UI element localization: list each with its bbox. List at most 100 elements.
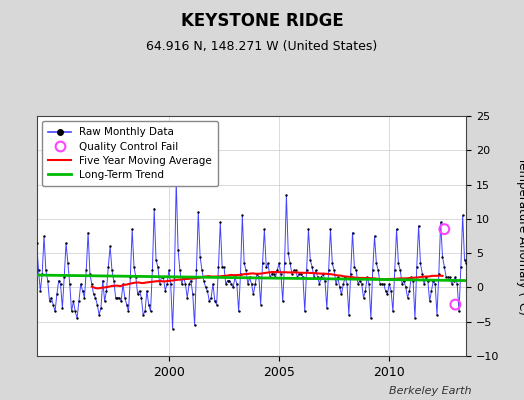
Point bbox=[49, 301, 58, 308]
Point bbox=[73, 315, 81, 322]
Point bbox=[383, 291, 391, 298]
Point bbox=[433, 312, 441, 318]
Point bbox=[456, 264, 465, 270]
Point bbox=[323, 305, 331, 311]
Point bbox=[95, 312, 103, 318]
Point bbox=[167, 281, 175, 287]
Point bbox=[130, 264, 138, 270]
Point bbox=[124, 308, 133, 315]
Point bbox=[442, 274, 450, 280]
Point bbox=[97, 305, 105, 311]
Point bbox=[374, 267, 383, 274]
Point bbox=[143, 288, 151, 294]
Point bbox=[330, 267, 339, 274]
Point bbox=[104, 264, 113, 270]
Point bbox=[121, 294, 129, 301]
Text: Berkeley Earth: Berkeley Earth bbox=[389, 386, 472, 396]
Point bbox=[392, 226, 401, 232]
Point bbox=[445, 274, 454, 280]
Point bbox=[277, 270, 285, 277]
Point bbox=[341, 274, 350, 280]
Point bbox=[440, 226, 449, 232]
Point bbox=[282, 192, 291, 198]
Point bbox=[71, 308, 80, 315]
Point bbox=[468, 270, 476, 277]
Point bbox=[451, 274, 460, 280]
Point bbox=[440, 264, 449, 270]
Point bbox=[394, 260, 402, 267]
Point bbox=[234, 308, 243, 315]
Point bbox=[93, 301, 102, 308]
Text: KEYSTONE RIDGE: KEYSTONE RIDGE bbox=[181, 12, 343, 30]
Point bbox=[389, 308, 397, 315]
Point bbox=[84, 229, 92, 236]
Point bbox=[123, 301, 131, 308]
Point bbox=[284, 250, 292, 256]
Point bbox=[42, 267, 50, 274]
Point bbox=[321, 277, 329, 284]
Point bbox=[376, 281, 384, 287]
Point bbox=[365, 281, 373, 287]
Point bbox=[464, 274, 473, 280]
Point bbox=[301, 308, 309, 315]
Point bbox=[438, 253, 446, 260]
Point bbox=[345, 312, 353, 318]
Point bbox=[319, 270, 328, 277]
Point bbox=[148, 267, 157, 274]
Point bbox=[313, 274, 322, 280]
Point bbox=[69, 298, 78, 304]
Point bbox=[385, 281, 394, 287]
Point bbox=[214, 264, 223, 270]
Point bbox=[291, 267, 300, 274]
Point bbox=[387, 288, 395, 294]
Point bbox=[370, 233, 379, 239]
Point bbox=[466, 270, 474, 277]
Point bbox=[354, 281, 362, 287]
Point bbox=[64, 260, 72, 267]
Point bbox=[357, 281, 366, 287]
Point bbox=[51, 308, 59, 315]
Point bbox=[286, 260, 294, 267]
Point bbox=[403, 294, 412, 301]
Point bbox=[407, 274, 416, 280]
Point bbox=[492, 298, 500, 304]
Point bbox=[229, 284, 237, 291]
Point bbox=[381, 288, 390, 294]
Point bbox=[412, 264, 421, 270]
Point bbox=[223, 277, 232, 284]
Point bbox=[427, 288, 435, 294]
Point bbox=[126, 274, 135, 280]
Point bbox=[66, 281, 74, 287]
Point bbox=[396, 267, 405, 274]
Point bbox=[361, 288, 369, 294]
Point bbox=[38, 270, 47, 277]
Point bbox=[423, 277, 432, 284]
Point bbox=[79, 288, 87, 294]
Point bbox=[372, 260, 380, 267]
Point bbox=[425, 298, 434, 304]
Point bbox=[308, 264, 316, 270]
Point bbox=[346, 270, 355, 277]
Point bbox=[86, 270, 94, 277]
Point bbox=[137, 294, 146, 301]
Point bbox=[249, 291, 258, 298]
Point bbox=[436, 219, 445, 226]
Point bbox=[161, 288, 169, 294]
Point bbox=[119, 281, 127, 287]
Point bbox=[379, 281, 388, 287]
Point bbox=[343, 281, 351, 287]
Point bbox=[405, 288, 413, 294]
Point bbox=[68, 308, 76, 315]
Point bbox=[189, 291, 197, 298]
Point bbox=[449, 277, 457, 284]
Point bbox=[91, 294, 100, 301]
Point bbox=[172, 178, 180, 184]
Point bbox=[35, 267, 43, 274]
Point bbox=[462, 260, 471, 267]
Point bbox=[225, 277, 234, 284]
Point bbox=[187, 277, 195, 284]
Point bbox=[209, 281, 217, 287]
Point bbox=[46, 298, 54, 304]
Point bbox=[108, 267, 116, 274]
Point bbox=[75, 298, 83, 304]
